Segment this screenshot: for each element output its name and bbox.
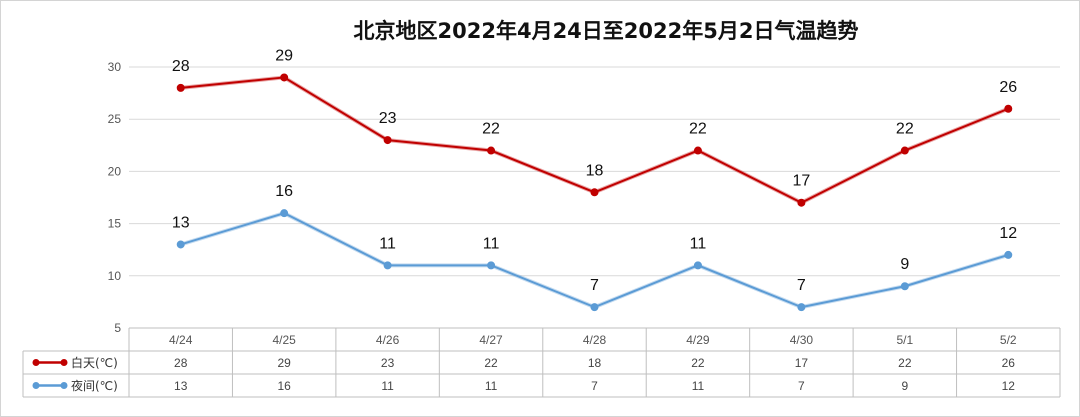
table-cell: 13 — [174, 379, 188, 393]
chart-title: 北京地区2022年4月24日至2022年5月2日气温趋势 — [354, 19, 859, 43]
x-category-label: 4/29 — [686, 333, 710, 347]
data-label: 16 — [275, 183, 293, 200]
series-line-glow — [180, 75, 1010, 205]
data-label: 11 — [483, 235, 500, 252]
data-point — [176, 240, 185, 249]
x-category-label: 5/2 — [1000, 333, 1017, 347]
data-point — [280, 73, 289, 82]
data-label: 23 — [379, 110, 397, 127]
data-label: 26 — [999, 79, 1017, 96]
table-cell: 22 — [898, 356, 912, 370]
data-label: 22 — [689, 121, 707, 138]
x-category-label: 4/27 — [479, 333, 503, 347]
data-point — [900, 282, 909, 291]
data-point — [590, 188, 599, 197]
x-category-label: 4/24 — [169, 333, 193, 347]
data-label: 29 — [275, 47, 293, 64]
data-label: 22 — [896, 121, 914, 138]
table-cell: 29 — [277, 356, 291, 370]
data-point — [1004, 250, 1013, 259]
data-point — [693, 146, 702, 155]
table-cell: 17 — [795, 356, 809, 370]
table-cell: 11 — [381, 379, 394, 393]
table-cell: 7 — [591, 379, 598, 393]
y-tick-label: 15 — [108, 217, 122, 231]
data-point — [176, 83, 185, 92]
table-cell: 7 — [798, 379, 805, 393]
table-cell: 9 — [901, 379, 908, 393]
data-label: 7 — [590, 277, 599, 294]
legend-label: 白天(℃) — [71, 355, 118, 370]
grid-layer: 5 10 15 20 25 30 — [108, 60, 1060, 335]
x-category-label: 4/30 — [790, 333, 814, 347]
data-label: 22 — [482, 121, 500, 138]
data-point — [797, 303, 806, 312]
data-table: 4/24 4/25 4/26 4/27 4/28 4/29 4/30 5/1 5/2 白天(℃) 2… — [22, 327, 1061, 398]
data-label: 7 — [797, 277, 806, 294]
data-label: 17 — [792, 173, 810, 190]
y-tick-label: 10 — [108, 269, 122, 283]
table-cell: 26 — [1002, 356, 1016, 370]
table-cell: 28 — [174, 356, 188, 370]
table-cell: 22 — [691, 356, 705, 370]
x-category-label: 4/26 — [376, 333, 400, 347]
data-label: 9 — [900, 256, 909, 273]
data-label: 18 — [586, 162, 604, 179]
legend-key-marker — [60, 382, 68, 389]
data-point — [797, 198, 806, 207]
legend-key-marker — [32, 359, 40, 366]
data-point — [280, 209, 289, 218]
table-cell: 12 — [1002, 379, 1016, 393]
data-label: 12 — [999, 225, 1017, 242]
legend-key-marker — [32, 382, 40, 389]
data-point — [383, 261, 392, 270]
y-tick-label: 30 — [108, 60, 122, 74]
y-tick-label: 5 — [114, 321, 121, 335]
data-label: 11 — [690, 235, 707, 252]
data-point — [693, 261, 702, 270]
x-category-label: 5/1 — [896, 333, 913, 347]
legend-key-marker — [60, 359, 68, 366]
x-category-label: 4/28 — [583, 333, 607, 347]
data-label: 11 — [379, 235, 396, 252]
table-cell: 18 — [588, 356, 602, 370]
data-point — [487, 261, 496, 270]
data-point — [590, 303, 599, 312]
legend-label: 夜间(℃) — [71, 378, 118, 393]
x-category-label: 4/25 — [272, 333, 296, 347]
data-point — [1004, 104, 1013, 113]
table-cell: 22 — [484, 356, 498, 370]
table-cell: 11 — [692, 379, 705, 393]
data-point — [487, 146, 496, 155]
y-tick-label: 25 — [108, 112, 122, 126]
series-layer — [176, 73, 1013, 312]
table-cell: 11 — [485, 379, 498, 393]
series-line — [180, 76, 1009, 204]
data-label: 13 — [172, 214, 190, 231]
y-tick-label: 20 — [108, 164, 122, 178]
table-cell: 23 — [381, 356, 395, 370]
data-point — [900, 146, 909, 155]
data-point — [383, 136, 392, 145]
data-label: 28 — [172, 58, 190, 75]
data-label-layer: 28 29 23 22 18 22 17 22 26 13 16 11 11 7 11 7 9 12 — [172, 47, 1017, 294]
table-cell: 16 — [277, 379, 291, 393]
